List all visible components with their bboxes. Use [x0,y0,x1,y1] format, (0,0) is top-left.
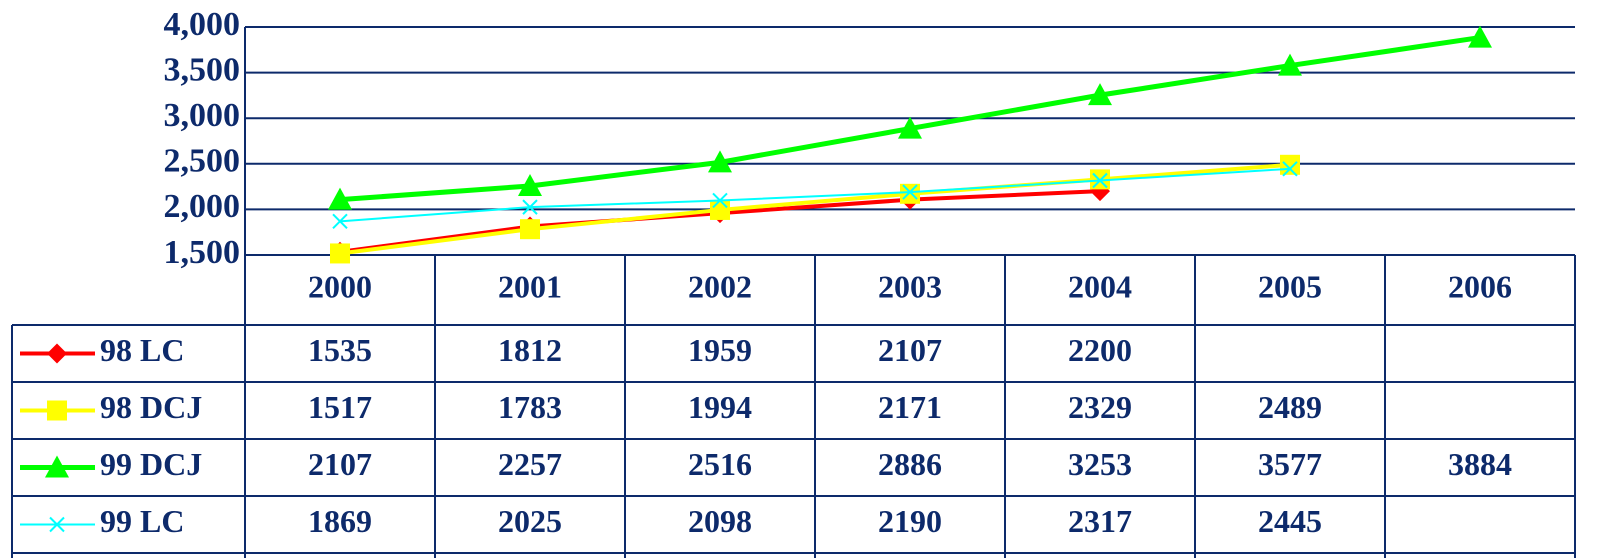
table-value: 2445 [1258,503,1322,539]
legend-label: 99 LC [100,503,184,539]
x-tick-label: 2000 [308,268,372,304]
legend-marker [47,400,67,421]
table-value: 2257 [498,446,562,482]
table-value: 3253 [1068,446,1132,482]
table-value: 2171 [878,389,942,425]
legend-marker [49,516,65,533]
x-tick-label: 2006 [1448,268,1512,304]
point-marker [1282,161,1298,177]
table-value: 2516 [688,446,752,482]
table-value: 2025 [498,503,562,539]
table-value: 3577 [1258,446,1322,482]
table-value: 2317 [1068,503,1132,539]
legend-label: 98 LC [100,332,184,368]
series-line [339,167,1291,223]
point-marker [1088,83,1112,106]
table-value: 1517 [308,389,372,425]
y-tick-label: 1,500 [164,234,241,271]
table-value: 1535 [308,332,372,368]
table-value: 2107 [878,332,942,368]
x-tick-label: 2005 [1258,268,1322,304]
point-marker [712,192,728,209]
y-tick-label: 4,000 [164,6,241,43]
y-tick-label: 3,000 [164,97,241,134]
point-marker [898,116,922,139]
table-value: 2489 [1258,389,1322,425]
table-value: 1783 [498,389,562,425]
series-line [339,162,1291,256]
point-marker [708,150,732,173]
table-value: 2886 [878,446,942,482]
table-value: 1812 [498,332,562,368]
legend-label: 98 DCJ [100,389,202,425]
point-marker [520,219,540,240]
table-value: 1869 [308,503,372,539]
point-marker [900,183,920,204]
point-marker [1092,172,1108,189]
table-value: 2098 [688,503,752,539]
point-marker [330,243,350,264]
point-marker [1278,53,1302,76]
legend-marker [45,455,69,478]
table-value: 1994 [688,389,752,425]
point-marker [710,199,730,220]
legend-label: 99 DCJ [100,446,202,482]
point-marker [328,187,352,210]
y-tick-label: 3,500 [164,51,241,88]
point-marker [332,213,348,230]
x-tick-label: 2003 [878,268,942,304]
x-tick-label: 2004 [1068,268,1132,304]
table-value: 2329 [1068,389,1132,425]
x-tick-label: 2001 [498,268,562,304]
table-value: 2107 [308,446,372,482]
point-marker [1280,154,1300,175]
point-marker [1468,25,1492,48]
table-value: 2200 [1068,332,1132,368]
legend-marker [47,343,67,364]
point-marker [518,173,542,196]
table-value: 3884 [1448,446,1512,482]
y-tick-label: 2,000 [164,188,241,225]
table-value: 1959 [688,332,752,368]
point-marker [902,184,918,200]
table-value: 2190 [878,503,942,539]
point-marker [522,199,538,215]
x-tick-label: 2002 [688,268,752,304]
y-tick-label: 2,500 [164,143,241,180]
